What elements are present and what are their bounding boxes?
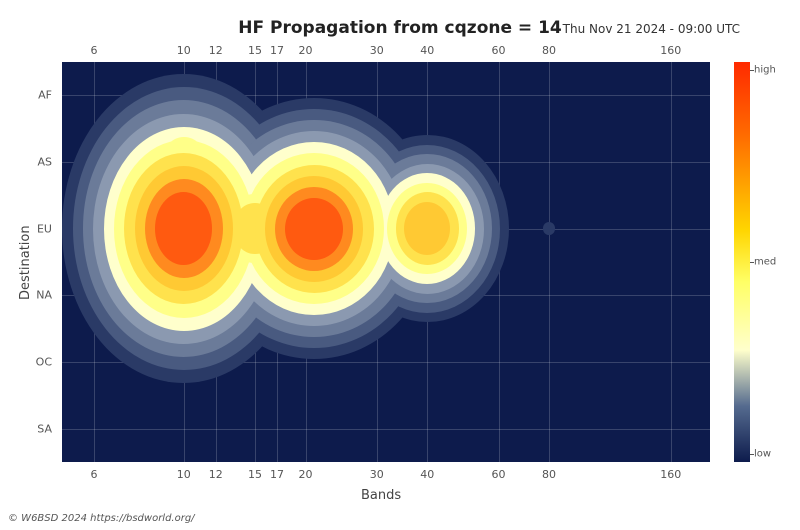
- grid-line-horizontal: [62, 95, 710, 96]
- x-tick-label: 160: [660, 468, 681, 481]
- y-tick-label: SA: [22, 422, 52, 435]
- x-tick-label: 60: [492, 44, 506, 57]
- y-tick-label: EU: [22, 222, 52, 235]
- x-tick-label: 40: [420, 44, 434, 57]
- x-axis-label: Bands: [361, 488, 401, 503]
- plot-area: [62, 62, 710, 462]
- grid-line-vertical: [184, 62, 185, 462]
- x-tick-label: 17: [270, 44, 284, 57]
- x-tick-label: 80: [542, 468, 556, 481]
- grid-line-horizontal: [62, 362, 710, 363]
- x-tick-label: 10: [177, 44, 191, 57]
- y-tick-label: AS: [22, 156, 52, 169]
- grid-line-horizontal: [62, 229, 710, 230]
- x-tick-label: 80: [542, 44, 556, 57]
- grid-line-vertical: [427, 62, 428, 462]
- y-tick-label: OC: [22, 356, 52, 369]
- grid-line-vertical: [94, 62, 95, 462]
- grid-line-vertical: [216, 62, 217, 462]
- x-tick-label: 6: [91, 44, 98, 57]
- x-tick-label: 15: [248, 468, 262, 481]
- x-tick-label: 15: [248, 44, 262, 57]
- grid-line-vertical: [671, 62, 672, 462]
- x-tick-label: 40: [420, 468, 434, 481]
- grid-line-vertical: [377, 62, 378, 462]
- grid-line-vertical: [306, 62, 307, 462]
- x-tick-label: 6: [91, 468, 98, 481]
- x-tick-label: 12: [209, 44, 223, 57]
- x-tick-label: 17: [270, 468, 284, 481]
- grid-line-vertical: [255, 62, 256, 462]
- grid-line-vertical: [277, 62, 278, 462]
- y-tick-label: NA: [22, 289, 52, 302]
- x-tick-label: 30: [370, 44, 384, 57]
- x-tick-label: 30: [370, 468, 384, 481]
- timestamp-label: Thu Nov 21 2024 - 09:00 UTC: [563, 22, 740, 36]
- x-tick-label: 20: [299, 44, 313, 57]
- grid-line-vertical: [499, 62, 500, 462]
- figure: HF Propagation from cqzone = 14 Thu Nov …: [0, 0, 800, 530]
- x-tick-label: 12: [209, 468, 223, 481]
- grid-line-horizontal: [62, 295, 710, 296]
- colorbar-tick-label: high: [754, 65, 776, 76]
- grid-line-horizontal: [62, 162, 710, 163]
- colorbar: highmedlow: [734, 62, 750, 462]
- x-tick-label: 160: [660, 44, 681, 57]
- credit-label: © W6BSD 2024 https://bsdworld.org/: [8, 513, 195, 524]
- x-tick-label: 20: [299, 468, 313, 481]
- colorbar-tick-label: low: [754, 449, 771, 460]
- colorbar-tick-label: med: [754, 257, 776, 268]
- grid-line-vertical: [549, 62, 550, 462]
- x-tick-label: 60: [492, 468, 506, 481]
- grid-line-horizontal: [62, 429, 710, 430]
- x-tick-label: 10: [177, 468, 191, 481]
- y-tick-label: AF: [22, 89, 52, 102]
